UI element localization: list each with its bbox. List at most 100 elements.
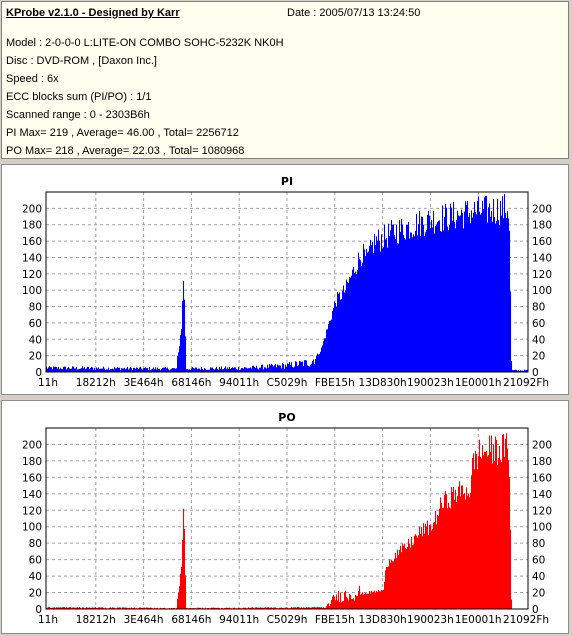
disc-line: Disc : DVD-ROM , [Daxon Inc.] [6, 55, 157, 67]
po-bar [503, 434, 505, 609]
pi-bar [47, 368, 49, 372]
pi-bar [75, 368, 77, 372]
pi-bar [182, 300, 184, 372]
pi-bar [526, 369, 528, 372]
po-bar [452, 492, 454, 609]
pi-bar [212, 367, 214, 372]
pi-bar [293, 367, 295, 372]
pi-bar [331, 319, 333, 372]
pi-bar [337, 292, 339, 372]
po-bar [476, 454, 478, 609]
po-bar [344, 592, 346, 609]
pi-bar [347, 282, 349, 372]
pi-bar [317, 353, 319, 372]
pi-bar [89, 368, 91, 372]
po-bar [218, 607, 220, 609]
pi-chart-title: PI [281, 175, 293, 188]
pi-bar [197, 369, 199, 372]
pi-bar [372, 242, 374, 372]
po-bar [329, 606, 331, 609]
pi-bar [459, 216, 461, 372]
pi-bar [64, 366, 66, 372]
po-bar [492, 463, 494, 609]
pi-bar [295, 361, 297, 372]
pi-bar [80, 368, 82, 372]
pi-bar [378, 229, 380, 372]
pi-ytick-right: 80 [532, 302, 545, 314]
po-ytick-right: 0 [532, 604, 539, 616]
po-bar [467, 495, 469, 609]
po-bar [253, 607, 255, 609]
po-bar [416, 535, 418, 609]
po-bar [341, 602, 343, 609]
pi-bar [411, 232, 413, 372]
pi-bar [309, 366, 311, 372]
po-bar [404, 543, 406, 609]
po-bar [75, 607, 77, 609]
po-bar [445, 491, 447, 609]
po-bar [98, 607, 100, 609]
po-bar [448, 502, 450, 609]
po-bar [437, 514, 439, 609]
pi-bar [409, 238, 411, 372]
po-bar [117, 607, 119, 609]
po-bar [52, 607, 54, 609]
po-bar [493, 444, 495, 609]
pi-bar [374, 234, 376, 372]
pi-ytick-right: 20 [532, 351, 545, 363]
po-bar [234, 607, 236, 609]
pi-bar [512, 369, 514, 372]
po-bar [330, 604, 332, 609]
po-bar [198, 607, 200, 609]
pi-bar [205, 368, 207, 372]
pi-bar [332, 310, 334, 372]
pi-bar [508, 218, 510, 372]
po-xtick: 1E0001h [455, 614, 502, 626]
pi-bar [180, 335, 182, 372]
pi-bar [133, 367, 135, 372]
pi-bar [478, 196, 480, 372]
pi-bar [185, 336, 187, 372]
po-bar [491, 435, 493, 609]
po-bar [407, 546, 409, 609]
pi-bar [238, 366, 240, 372]
pi-bar [425, 232, 427, 372]
po-bar [409, 543, 411, 609]
pi-bar [55, 366, 57, 372]
po-bar [78, 607, 80, 609]
po-bar [474, 469, 476, 609]
pi-bar [261, 364, 263, 372]
po-bar [464, 493, 466, 609]
po-bar [350, 594, 352, 609]
po-bar [321, 607, 323, 609]
po-bar [439, 508, 441, 609]
pi-bar [136, 367, 138, 372]
po-bar [323, 607, 325, 609]
po-bar [453, 486, 455, 609]
po-bar [345, 590, 347, 609]
po-bar [348, 600, 350, 609]
pi-ytick-right: 200 [532, 203, 552, 215]
pi-bar [159, 368, 161, 372]
po-bar [184, 528, 186, 609]
po-ytick-left: 0 [35, 604, 42, 616]
po-bar [434, 522, 436, 609]
pi-bar [419, 211, 421, 372]
po-bar [432, 529, 434, 609]
po-bar [364, 594, 366, 609]
po-bar [454, 499, 456, 609]
po-bar [335, 600, 337, 609]
po-bar [274, 607, 276, 609]
po-bar [333, 594, 335, 609]
pi-bar [164, 367, 166, 372]
po-ytick-right: 20 [532, 588, 545, 600]
pi-bar [282, 363, 284, 372]
pi-bar [143, 368, 145, 372]
po-bar [91, 607, 93, 609]
pi-bar [101, 368, 103, 372]
po-bar [178, 592, 180, 609]
po-bar [393, 561, 395, 609]
po-bar [319, 607, 321, 609]
po-ytick-left: 60 [29, 555, 42, 567]
po-bar [315, 607, 317, 609]
